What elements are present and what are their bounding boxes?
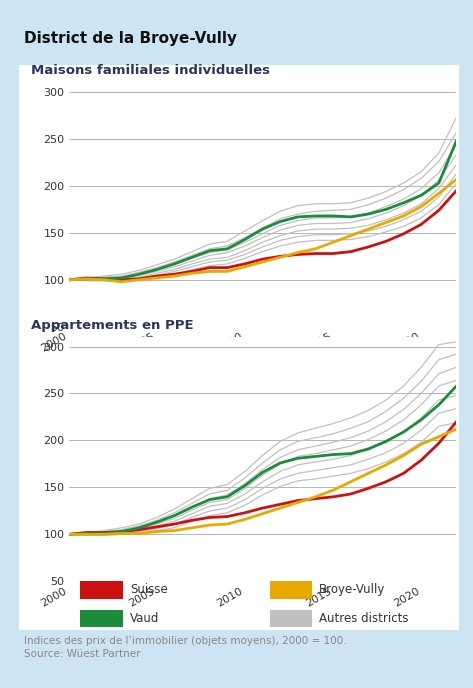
Text: Vaud: Vaud <box>130 612 159 625</box>
Text: Appartements en PPE: Appartements en PPE <box>31 319 193 332</box>
Text: Suisse: Suisse <box>130 583 168 596</box>
Text: Autres districts: Autres districts <box>319 612 409 625</box>
Text: Broye-Vully: Broye-Vully <box>319 583 385 596</box>
Text: District de la Broye-Vully: District de la Broye-Vully <box>24 31 236 46</box>
Text: Maisons familiales individuelles: Maisons familiales individuelles <box>31 64 270 77</box>
Text: Indices des prix de l’immobilier (objets moyens), 2000 = 100.
Source: Wüest Part: Indices des prix de l’immobilier (objets… <box>24 636 346 659</box>
